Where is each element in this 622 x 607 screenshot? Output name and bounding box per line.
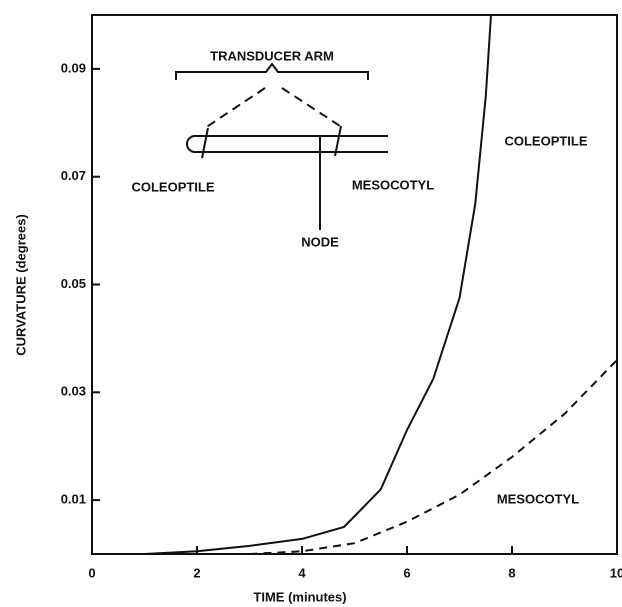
series-line <box>145 15 492 554</box>
annotation: MESOCOTYL <box>497 491 579 506</box>
series-line <box>250 360 618 554</box>
y-tick-label: 0.03 <box>61 384 86 399</box>
x-tick-label: 8 <box>508 565 515 580</box>
x-tick-label: 2 <box>193 565 200 580</box>
x-axis-label: TIME (minutes) <box>253 589 346 604</box>
y-tick-label: 0.05 <box>61 276 86 291</box>
y-tick-label: 0.01 <box>61 492 86 507</box>
annotation: COLEOPTILE <box>504 133 587 148</box>
seedling <box>187 136 388 152</box>
plot-frame <box>92 15 617 554</box>
x-tick-label: 0 <box>88 565 95 580</box>
arm-lines <box>205 88 340 128</box>
x-tick-label: 6 <box>403 565 410 580</box>
annotation: COLEOPTILE <box>131 179 214 194</box>
bracket <box>176 64 368 80</box>
annotation: TRANSDUCER ARM <box>210 48 334 63</box>
x-tick-label: 10 <box>610 565 622 580</box>
annotation: MESOCOTYL <box>352 177 434 192</box>
x-tick-label: 4 <box>298 565 306 580</box>
y-tick-label: 0.07 <box>61 168 86 183</box>
y-axis-label: CURVATURE (degrees) <box>13 214 28 356</box>
markers <box>202 126 341 230</box>
inset-diagram <box>176 64 388 230</box>
y-tick-label: 0.09 <box>61 60 86 75</box>
chart: TIME (minutes) CURVATURE (degrees) 0.01 0… <box>0 0 622 607</box>
annotation: NODE <box>301 234 339 249</box>
